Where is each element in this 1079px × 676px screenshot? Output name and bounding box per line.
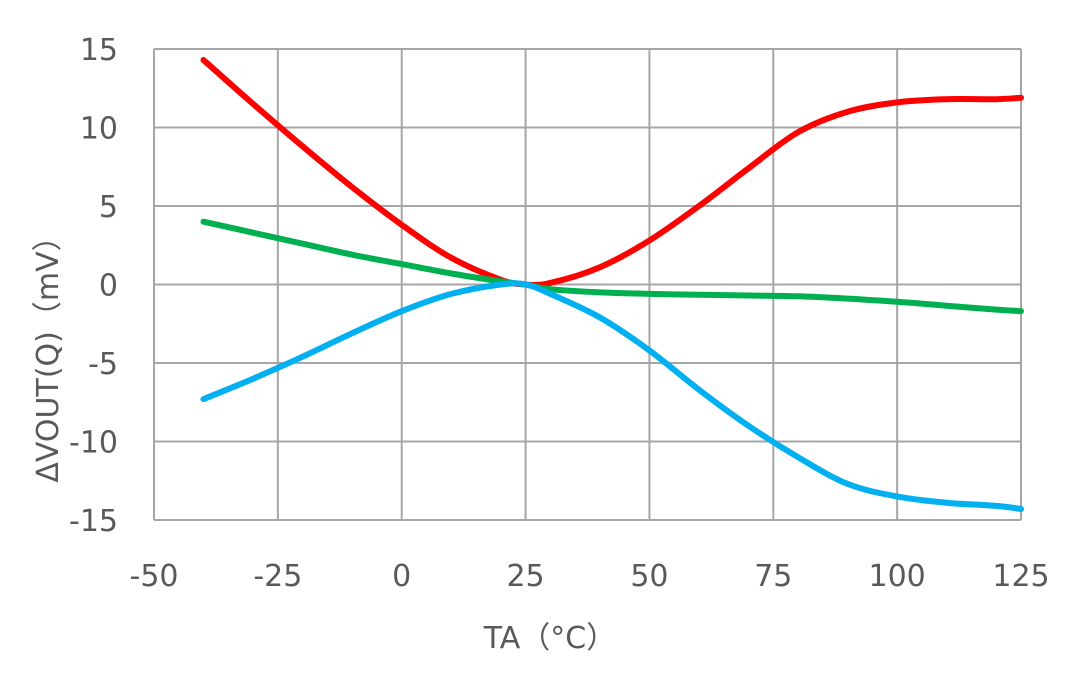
x-tick-label: 125 [992,559,1049,594]
x-tick-label: -25 [253,559,302,594]
x-axis-label: TA（°C） [483,621,616,656]
y-tick-label: -10 [69,426,118,461]
x-tick-label: 100 [869,559,926,594]
series-line-3 [200,280,1024,512]
y-axis-label: ΔVOUT(Q)（mV） [31,221,66,482]
y-tick-label: 10 [80,112,118,147]
series-layer [200,57,1024,512]
y-tick-label: 5 [99,190,118,225]
x-tick-label: 75 [754,559,792,594]
y-tick-label: -15 [69,504,118,539]
y-axis-ticks: 15 10 5 0 -5 -10 -15 [69,33,118,539]
x-tick-label: 0 [392,559,411,594]
x-tick-label: 25 [506,559,544,594]
y-tick-label: 15 [80,33,118,68]
grid [153,48,1022,521]
y-tick-label: 0 [99,269,118,304]
x-tick-label: -50 [130,559,179,594]
series-line-2 [200,218,1024,315]
x-axis-ticks: -50 -25 0 25 50 75 100 125 [130,559,1050,594]
x-tick-label: 50 [630,559,668,594]
y-tick-label: -5 [88,347,118,382]
series-line-1 [200,57,1024,288]
